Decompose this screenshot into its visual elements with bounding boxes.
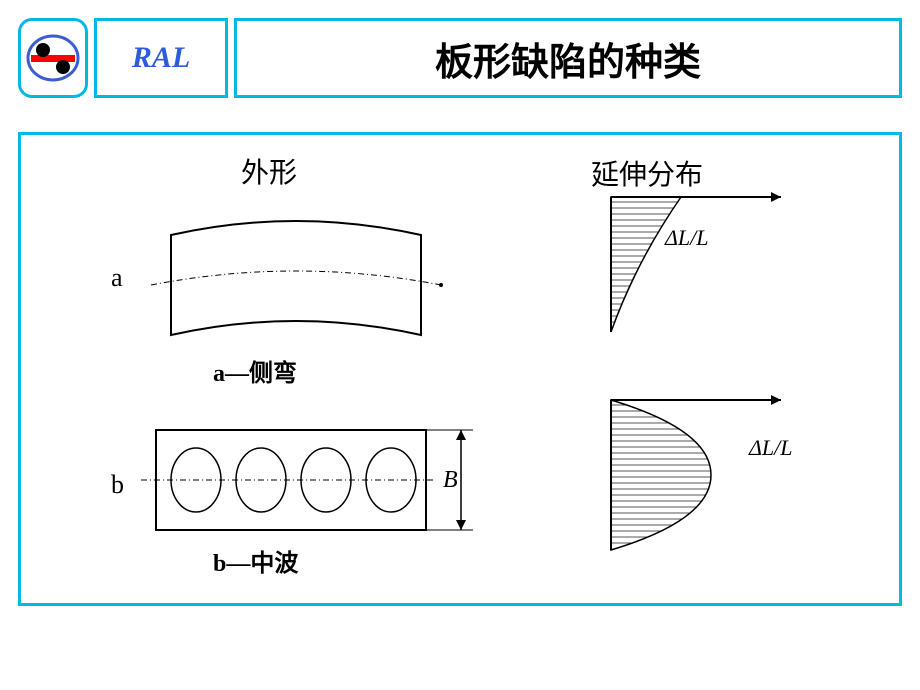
row-label-a: a <box>111 263 123 293</box>
header: RAL 板形缺陷的种类 <box>18 18 902 98</box>
logo-icon <box>25 30 81 86</box>
distribution-a <box>581 187 801 337</box>
title-box: 板形缺陷的种类 <box>234 18 902 98</box>
logo-text: RAL <box>132 41 190 75</box>
delta-l-label-a: ΔL/L <box>665 225 709 251</box>
logo-label-box: RAL <box>94 18 228 98</box>
diagram-b-center-wave <box>141 415 481 545</box>
caption-a: a—侧弯 <box>213 353 297 388</box>
slide: RAL 板形缺陷的种类 外形 延伸分布 a b a—侧弯 <box>18 18 902 672</box>
distribution-b <box>581 390 801 560</box>
dimension-b-label: B <box>443 467 458 494</box>
page-title: 板形缺陷的种类 <box>435 31 701 86</box>
delta-l-label-b: ΔL/L <box>749 435 793 461</box>
diagram-a-side-bend <box>141 195 451 345</box>
logo-box <box>18 18 88 98</box>
content-box: 外形 延伸分布 a b a—侧弯 ΔL/L <box>18 132 902 606</box>
caption-b: b—中波 <box>213 543 298 578</box>
row-label-b: b <box>111 470 124 500</box>
column-heading-shape: 外形 <box>241 151 297 191</box>
